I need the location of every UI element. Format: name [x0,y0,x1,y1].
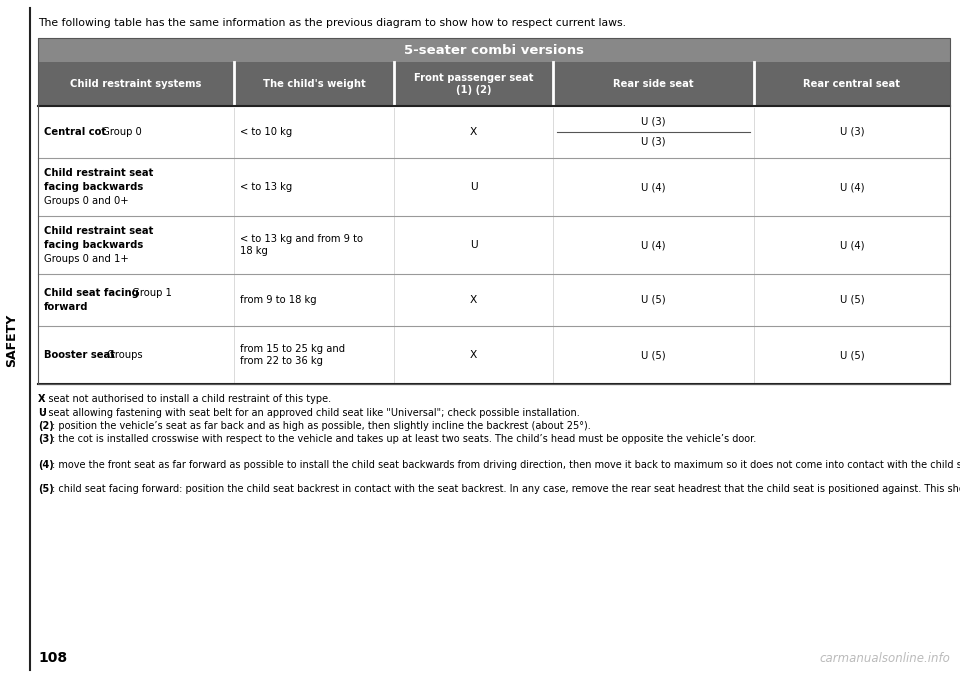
Text: X: X [469,127,477,137]
Bar [38,38,950,384]
Text: : child seat facing forward: position the child seat backrest in contact with th: : child seat facing forward: position th… [52,485,960,494]
Text: Groups: Groups [104,350,143,360]
Text: from 9 to 18 kg: from 9 to 18 kg [240,295,317,305]
Text: U: U [469,240,477,250]
Text: (3): (3) [38,435,54,445]
Text: Rear side seat: Rear side seat [613,79,694,89]
Text: facing backwards: facing backwards [44,240,143,250]
Text: U (5): U (5) [840,350,864,360]
Text: U (4): U (4) [641,240,666,250]
Text: Groups 0 and 0+: Groups 0 and 0+ [44,195,129,205]
Text: X: X [469,350,477,360]
Text: Rear central seat: Rear central seat [804,79,900,89]
Bar [38,274,950,326]
Text: U (5): U (5) [840,295,864,305]
Text: Booster seat: Booster seat [44,350,115,360]
Text: from 15 to 25 kg and
from 22 to 36 kg: from 15 to 25 kg and from 22 to 36 kg [240,344,346,366]
Text: (4): (4) [38,460,54,469]
Text: Child restraint seat: Child restraint seat [44,226,154,237]
Text: : position the vehicle’s seat as far back and as high as possible, then slightly: : position the vehicle’s seat as far bac… [52,421,590,431]
Bar [38,216,950,274]
Text: U (4): U (4) [641,182,666,192]
Text: (5): (5) [38,485,54,494]
Text: The child's weight: The child's weight [262,79,365,89]
Text: : move the front seat as far forward as possible to install the child seat backw: : move the front seat as far forward as … [52,460,960,469]
Text: U (3): U (3) [840,127,864,137]
Text: forward: forward [44,302,88,312]
Bar [38,62,950,106]
Text: U (3): U (3) [641,117,666,127]
Text: Group 0: Group 0 [99,127,142,137]
Text: The following table has the same information as the previous diagram to show how: The following table has the same informa… [38,18,626,28]
Text: < to 13 kg: < to 13 kg [240,182,293,192]
Text: Child seat facing: Child seat facing [44,288,139,298]
Text: carmanualsonline.info: carmanualsonline.info [819,652,950,665]
Text: Child restraint systems: Child restraint systems [70,79,202,89]
Text: U (5): U (5) [641,295,666,305]
Text: : seat not authorised to install a child restraint of this type.: : seat not authorised to install a child… [42,394,331,404]
Text: Front passenger seat
(1) (2): Front passenger seat (1) (2) [414,73,533,95]
Text: U (3): U (3) [641,137,666,147]
Text: U: U [38,407,46,418]
Text: : the cot is installed crosswise with respect to the vehicle and takes up at lea: : the cot is installed crosswise with re… [52,435,756,445]
Text: : seat allowing fastening with seat belt for an approved child seat like "Univer: : seat allowing fastening with seat belt… [42,407,580,418]
Text: < to 10 kg: < to 10 kg [240,127,293,137]
Text: 108: 108 [38,651,67,665]
Text: U (5): U (5) [641,350,666,360]
Text: Child restraint seat: Child restraint seat [44,169,154,178]
Text: Groups 0 and 1+: Groups 0 and 1+ [44,254,129,264]
Text: Group 1: Group 1 [129,288,172,298]
Text: U (4): U (4) [840,182,864,192]
Text: X: X [469,295,477,305]
Text: Central cot: Central cot [44,127,107,137]
Bar [38,326,950,384]
Bar [38,106,950,158]
Text: U: U [469,182,477,192]
Text: 5-seater combi versions: 5-seater combi versions [404,43,584,56]
Text: facing backwards: facing backwards [44,182,143,192]
Text: < to 13 kg and from 9 to
18 kg: < to 13 kg and from 9 to 18 kg [240,234,363,256]
Text: X: X [38,394,45,404]
Bar [38,158,950,216]
Text: U (4): U (4) [840,240,864,250]
Text: (2): (2) [38,421,54,431]
Bar [38,38,950,62]
Text: SAFETY: SAFETY [6,313,18,367]
